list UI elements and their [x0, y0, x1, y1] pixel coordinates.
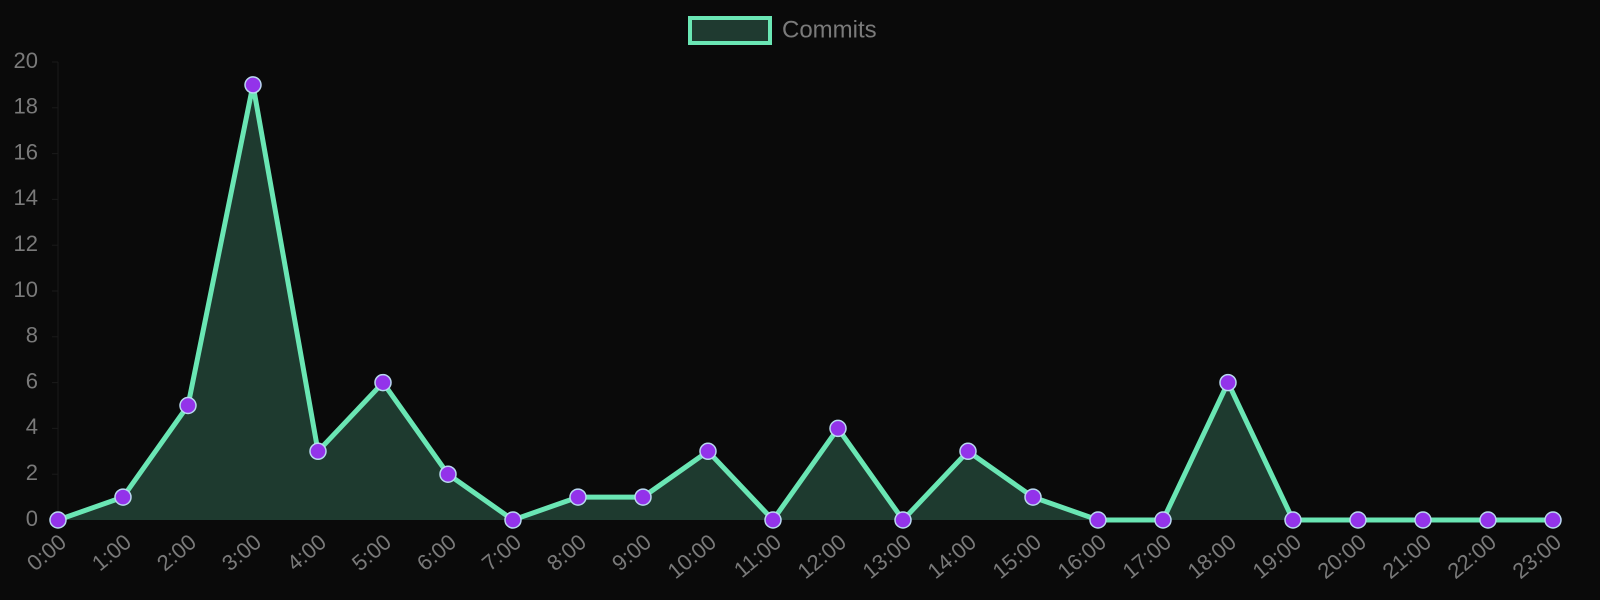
point — [634, 488, 652, 506]
y-tick-label: 18 — [14, 94, 38, 119]
y-tick-label: 12 — [14, 231, 38, 256]
point — [1284, 511, 1302, 529]
point — [699, 442, 717, 461]
point — [1154, 511, 1172, 529]
point — [1479, 511, 1497, 529]
point — [439, 465, 457, 483]
point — [374, 373, 392, 392]
y-tick-label: 14 — [14, 185, 38, 210]
y-tick-label: 8 — [26, 323, 38, 348]
point — [829, 419, 847, 438]
y-tick-label: 10 — [14, 277, 38, 302]
y-tick-label: 2 — [26, 460, 38, 485]
point — [114, 488, 132, 506]
point — [309, 442, 327, 461]
y-tick-label: 6 — [26, 368, 38, 393]
point — [1349, 511, 1367, 529]
line — [57, 84, 1553, 524]
point — [179, 396, 197, 415]
area — [58, 84, 1553, 521]
point — [764, 511, 782, 529]
legend-swatch — [688, 16, 772, 45]
point — [244, 76, 262, 94]
point — [49, 511, 67, 529]
point — [504, 511, 522, 529]
point — [894, 511, 912, 529]
point — [1024, 488, 1042, 506]
point — [1414, 511, 1432, 529]
y-tick-label: 0 — [26, 506, 38, 531]
point — [1544, 511, 1562, 529]
legend-label: Commits — [782, 16, 877, 43]
point — [1219, 373, 1237, 392]
y-tick-label: 4 — [26, 414, 38, 439]
point — [569, 488, 587, 506]
y-tick-label: 16 — [14, 139, 38, 164]
y-tick-label: 20 — [14, 48, 38, 73]
point — [959, 442, 977, 461]
point — [1089, 511, 1107, 529]
